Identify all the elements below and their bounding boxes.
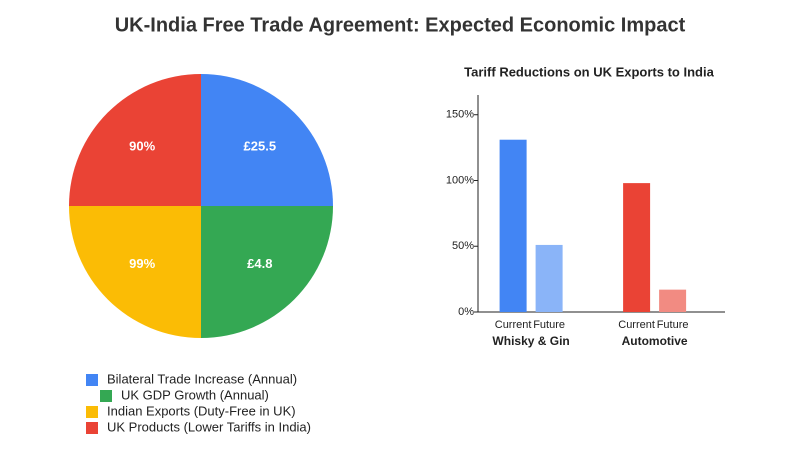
page-title: UK-India Free Trade Agreement: Expected … [115, 14, 686, 36]
series-label: Current [618, 319, 655, 331]
series-label: Future [533, 319, 565, 331]
slice-label: 90% [129, 139, 155, 154]
bar [623, 183, 651, 312]
y-tick-label: 100% [446, 174, 474, 186]
slice-label: 99% [129, 256, 155, 271]
legend-label: Bilateral Trade Increase (Annual) [107, 371, 297, 386]
bar [535, 244, 563, 312]
pie-slice [69, 74, 201, 206]
series-label: Future [657, 319, 689, 331]
bar [659, 289, 687, 312]
y-tick-label: 50% [452, 240, 474, 252]
category-label: Whisky & Gin [492, 334, 569, 348]
pie-slice [201, 74, 333, 206]
bar [499, 139, 527, 312]
category-label: Automotive [622, 334, 688, 348]
legend-swatch [86, 406, 98, 418]
bar-title: Tariff Reductions on UK Exports to India [464, 64, 714, 79]
series-label: Current [495, 319, 532, 331]
legend-label: UK Products (Lower Tariffs in India) [107, 419, 311, 434]
legend-swatch [86, 422, 98, 434]
legend-label: UK GDP Growth (Annual) [121, 387, 269, 402]
legend-swatch [100, 390, 112, 402]
slice-label: £25.5 [244, 139, 277, 154]
slice-label: £4.8 [247, 256, 272, 271]
legend-label: Indian Exports (Duty-Free in UK) [107, 403, 296, 418]
y-tick-label: 150% [446, 109, 474, 121]
y-tick-label: 0% [458, 306, 474, 318]
pie-slice [201, 206, 333, 338]
pie-slice [69, 206, 201, 338]
legend-swatch [86, 374, 98, 386]
